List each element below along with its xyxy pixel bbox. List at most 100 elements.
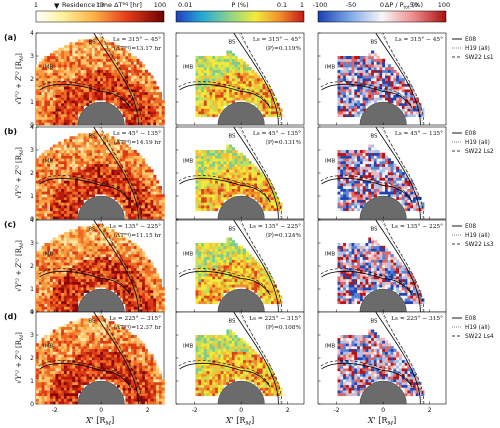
heatmap-cell	[128, 213, 132, 217]
heatmap-cell	[55, 259, 59, 263]
heatmap-cell	[66, 202, 70, 206]
heatmap-cell	[52, 108, 56, 112]
heatmap-cell	[142, 100, 146, 104]
heatmap-cell	[195, 61, 199, 65]
heatmap-cell	[69, 267, 73, 271]
heatmap-cell	[399, 174, 403, 178]
heatmap-cell	[376, 188, 380, 192]
heatmap-cell	[89, 155, 93, 159]
heatmap-cell	[83, 161, 87, 165]
heatmap-cell	[111, 180, 115, 184]
heatmap-cell	[404, 202, 408, 206]
heatmap-cell	[69, 284, 73, 288]
heatmap-cell	[47, 108, 51, 112]
heatmap-cell	[131, 69, 135, 73]
heatmap-cell	[139, 119, 143, 123]
heatmap-cell	[105, 78, 109, 82]
heatmap-cell	[50, 188, 54, 192]
heatmap-cell	[231, 163, 235, 167]
heatmap-cell	[240, 83, 244, 87]
heatmap-cell	[139, 78, 143, 82]
heatmap-cell	[111, 191, 115, 195]
heatmap-cell	[220, 75, 224, 79]
heatmap-cell	[125, 80, 129, 84]
heatmap-cell	[379, 152, 383, 156]
heatmap-cell	[158, 91, 162, 95]
heatmap-cell	[133, 58, 137, 62]
heatmap-cell	[114, 183, 118, 187]
heatmap-cell	[203, 111, 207, 115]
heatmap-cell	[357, 199, 361, 203]
heatmap-cell	[348, 152, 352, 156]
heatmap-cell	[226, 94, 230, 98]
heatmap-cell	[144, 183, 148, 187]
heatmap-cell	[231, 80, 235, 84]
heatmap-cell	[206, 72, 210, 76]
heatmap-cell	[139, 89, 143, 93]
heatmap-cell	[413, 199, 417, 203]
heatmap-cell	[209, 183, 213, 187]
heatmap-cell	[240, 172, 244, 176]
heatmap-cell	[103, 243, 107, 247]
imb-sw22-line	[38, 81, 130, 106]
heatmap-cell	[47, 180, 51, 184]
heatmap-cell	[94, 243, 98, 247]
heatmap-cell	[58, 303, 62, 307]
heatmap-cell	[52, 208, 56, 212]
heatmap-cell	[100, 163, 104, 167]
heatmap-cell	[142, 69, 146, 73]
heatmap-cell	[66, 245, 70, 249]
heatmap-cell	[195, 196, 199, 200]
heatmap-cell	[237, 163, 241, 167]
heatmap-cell	[83, 69, 87, 73]
heatmap-cell	[50, 158, 54, 162]
heatmap-cell	[231, 183, 235, 187]
heatmap-cell	[343, 64, 347, 68]
heatmap-cell	[52, 169, 56, 173]
heatmap-cell	[52, 80, 56, 84]
heatmap-cell	[50, 56, 54, 60]
row-tag: (a)	[4, 33, 17, 42]
heatmap-cell	[368, 161, 372, 165]
heatmap-cell	[41, 111, 45, 115]
heatmap-cell	[44, 86, 48, 90]
heatmap-cell	[125, 161, 129, 165]
heatmap-cell	[91, 161, 95, 165]
heatmap-cell	[343, 94, 347, 98]
heatmap-cell	[203, 80, 207, 84]
heatmap-cell	[396, 100, 400, 104]
heatmap-cell	[69, 144, 73, 148]
heatmap-cell	[357, 91, 361, 95]
heatmap-cell	[245, 89, 249, 93]
heatmap-cell	[198, 91, 202, 95]
heatmap-cell	[357, 56, 361, 60]
heatmap-cell	[201, 91, 205, 95]
heatmap-cell	[58, 172, 62, 176]
heatmap-cell	[103, 267, 107, 271]
heatmap-cell	[348, 97, 352, 101]
heatmap-cell	[153, 91, 157, 95]
heatmap-cell	[245, 166, 249, 170]
heatmap-cell	[122, 61, 126, 65]
boundary-lines	[320, 33, 425, 125]
heatmap-cell	[337, 174, 341, 178]
heatmap-cell	[195, 78, 199, 82]
heatmap-cell	[226, 100, 230, 104]
heatmap-cell	[117, 180, 121, 184]
heatmap-cell	[66, 64, 70, 68]
heatmap-cell	[63, 91, 67, 95]
heatmap-cell	[97, 273, 101, 277]
heatmap-cell	[55, 158, 59, 162]
heatmap-cell	[58, 69, 62, 73]
heatmap-cell	[407, 105, 411, 109]
heatmap-cell	[69, 306, 73, 310]
heatmap-cell	[72, 234, 76, 238]
heatmap-cell	[128, 188, 132, 192]
heatmap-cell	[150, 108, 154, 112]
heatmap-cell	[119, 191, 123, 195]
heatmap-cell	[83, 67, 87, 71]
heatmap-cell	[61, 155, 65, 159]
heatmap-cell	[86, 67, 90, 71]
heatmap-cell	[66, 259, 70, 263]
heatmap-cell	[100, 251, 104, 255]
